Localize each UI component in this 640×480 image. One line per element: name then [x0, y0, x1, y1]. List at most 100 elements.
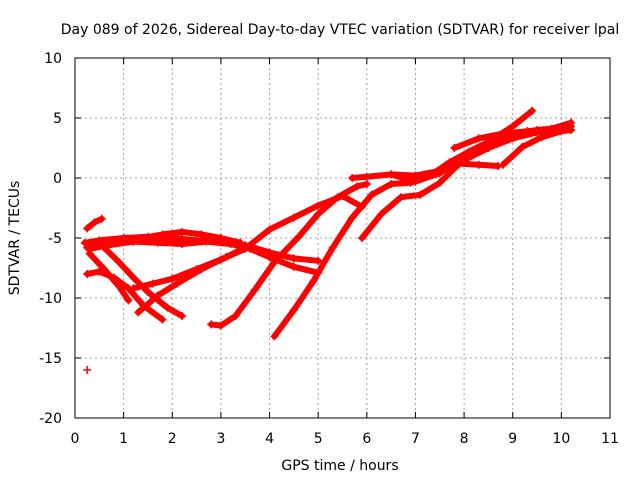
data-point — [178, 312, 186, 320]
chart-title: Day 089 of 2026, Sidereal Day-to-day VTE… — [61, 22, 619, 38]
data-point — [85, 249, 94, 258]
data-point — [83, 224, 92, 233]
data-point — [416, 190, 425, 199]
axis-ticks — [74, 57, 611, 419]
x-tick-label: 9 — [508, 431, 517, 447]
data-point — [328, 243, 337, 252]
x-tick-label: 5 — [314, 431, 323, 447]
x-tick-label: 4 — [265, 431, 274, 447]
data-point — [148, 279, 157, 288]
data-point — [435, 169, 444, 178]
data-point — [124, 296, 133, 305]
data-point — [168, 274, 177, 283]
x-tick-label: 3 — [216, 431, 225, 447]
series-track-7 — [85, 249, 133, 305]
data-point — [119, 234, 128, 242]
series-track-13 — [357, 159, 503, 242]
data-point — [265, 248, 274, 257]
data-point — [348, 213, 357, 222]
data-point — [314, 210, 323, 218]
data-point — [294, 232, 303, 241]
data-point — [173, 279, 182, 288]
x-tick-label: 10 — [552, 431, 570, 447]
series-line — [86, 250, 132, 304]
data-point — [362, 172, 371, 181]
data-point — [387, 170, 396, 179]
data-point — [435, 178, 444, 187]
data-point — [314, 256, 323, 265]
data-point — [83, 366, 92, 374]
x-tick-labels: 0 1 2 3 4 5 6 7 8 9 10 11 — [71, 431, 619, 447]
data-point — [80, 238, 89, 247]
x-tick-label: 2 — [168, 431, 177, 447]
data-point — [377, 210, 386, 218]
data-point — [567, 118, 576, 127]
x-tick-label: 8 — [460, 431, 469, 447]
data-point — [100, 243, 109, 252]
data-point — [192, 236, 201, 245]
data-point — [231, 312, 240, 320]
data-point — [163, 303, 172, 312]
series-track-16 — [450, 118, 576, 152]
data-point — [241, 244, 250, 253]
data-point — [499, 160, 507, 169]
data-point — [100, 265, 109, 274]
data-point — [207, 320, 216, 329]
series-track-9 — [129, 192, 366, 293]
y-tick-labels: -20 -15 -10 -5 0 5 10 — [39, 51, 62, 427]
data-point — [508, 122, 517, 131]
x-tick-label: 7 — [411, 431, 420, 447]
data-point — [143, 232, 152, 241]
data-point — [523, 127, 532, 136]
x-tick-label: 0 — [71, 431, 80, 447]
data-point — [178, 228, 186, 236]
data-point — [197, 230, 206, 239]
x-axis-label: GPS time / hours — [281, 458, 398, 474]
series-outlier — [83, 366, 92, 374]
series-line — [208, 181, 370, 329]
data-point — [289, 254, 298, 263]
data-point — [314, 201, 323, 210]
data-point — [348, 174, 357, 182]
data-point — [528, 106, 537, 115]
data-point — [450, 144, 459, 152]
y-tick-label: -5 — [48, 231, 62, 247]
data-point — [143, 288, 152, 296]
data-point — [134, 308, 143, 317]
data-point — [265, 225, 274, 234]
data-series — [80, 106, 576, 374]
data-point — [168, 234, 177, 242]
data-point — [129, 284, 138, 293]
data-point — [309, 277, 318, 286]
y-tick-label: 10 — [44, 51, 62, 67]
data-point — [97, 214, 106, 223]
data-point — [95, 267, 104, 276]
data-point — [83, 270, 92, 278]
y-tick-label: -20 — [39, 411, 62, 427]
data-point — [357, 234, 366, 242]
data-point — [250, 285, 259, 294]
data-point — [216, 255, 225, 264]
data-point — [289, 213, 298, 222]
x-tick-label: 11 — [601, 431, 619, 447]
data-point — [270, 332, 279, 341]
y-tick-label: 5 — [53, 111, 62, 127]
data-point — [90, 218, 99, 227]
data-point — [105, 241, 114, 250]
data-point — [537, 133, 546, 142]
data-point — [216, 237, 225, 246]
data-point — [95, 236, 104, 245]
x-tick-label: 6 — [362, 431, 371, 447]
y-tick-label: -15 — [39, 351, 62, 367]
data-point — [333, 193, 342, 202]
data-point — [192, 265, 201, 274]
data-point — [289, 262, 298, 271]
y-tick-label: -10 — [39, 291, 62, 307]
data-point — [474, 134, 483, 143]
data-point — [353, 182, 362, 191]
data-point — [567, 126, 576, 134]
data-point — [362, 180, 371, 188]
data-point — [460, 152, 469, 161]
series-line — [451, 119, 575, 151]
